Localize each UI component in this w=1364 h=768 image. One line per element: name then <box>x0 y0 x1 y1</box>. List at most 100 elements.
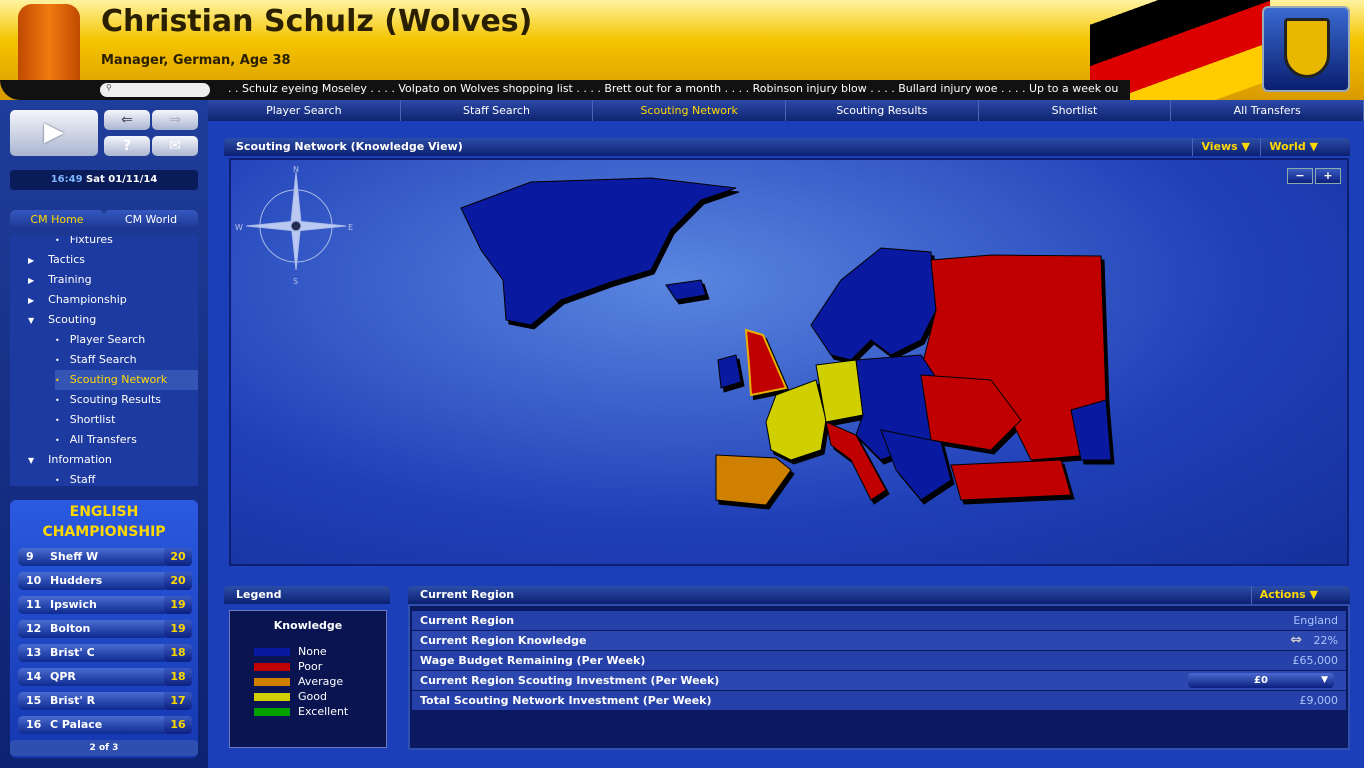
forward-button[interactable]: ⇒ <box>152 110 198 130</box>
sidebar-nav[interactable]: • Fixtures ▶ Tactics ▶ Training ▶ Championship ▼… <box>10 236 198 486</box>
club-crest[interactable] <box>1262 6 1350 92</box>
region-row-value: 22% <box>1313 634 1338 647</box>
actions-label: Actions <box>1259 588 1306 601</box>
sidebar-item-label: Tactics <box>48 253 85 266</box>
sidebar-item[interactable]: • Shortlist <box>55 410 198 430</box>
investment-dropdown[interactable]: £0 ▼ <box>1188 673 1334 688</box>
search-input[interactable]: ⚲ <box>100 83 210 97</box>
sidebar-item[interactable]: ▶ Training <box>28 270 198 290</box>
tab-cm-world[interactable]: CM World <box>104 210 198 230</box>
tab-staff-search[interactable]: Staff Search <box>401 100 594 121</box>
league-row[interactable]: 13 Brist' C <box>18 644 168 662</box>
sidebar-item-label: Shortlist <box>69 413 116 426</box>
league-row[interactable]: 11 Ipswich <box>18 596 168 614</box>
chevron-down-icon: ▼ <box>1321 675 1328 685</box>
sidebar-item[interactable]: ▼ Information <box>28 450 198 470</box>
legend-title: Legend <box>236 588 282 601</box>
tab-all-transfers[interactable]: All Transfers <box>1171 100 1364 121</box>
team-points: 19 <box>164 596 192 614</box>
bullet-icon: • <box>55 236 60 245</box>
legend-item: Excellent <box>254 705 349 718</box>
svg-text:N: N <box>293 165 299 174</box>
tab-scouting-results[interactable]: Scouting Results <box>786 100 979 121</box>
game-clock: 16:49 Sat 01/11/14 <box>10 170 198 190</box>
sidebar-item-label: Training <box>48 273 92 286</box>
team-points: 20 <box>164 548 192 566</box>
legend-label: Excellent <box>298 705 349 718</box>
tab-scouting-network[interactable]: Scouting Network <box>593 100 787 121</box>
team-name: Brist' C <box>50 646 95 659</box>
league-title-2: CHAMPIONSHIP <box>42 524 166 540</box>
world-dropdown[interactable]: World ▼ <box>1260 138 1326 156</box>
team-name: Bolton <box>50 622 91 635</box>
sidebar-item-label: Staff Search <box>69 353 137 366</box>
arrow-right-icon: ⇒ <box>169 112 181 128</box>
help-button[interactable]: ? <box>104 136 150 156</box>
legend-swatch <box>254 708 290 716</box>
actions-dropdown[interactable]: Actions ▼ <box>1250 586 1326 604</box>
scouting-map[interactable]: N E S W − + <box>229 158 1349 566</box>
chevron-right-icon: ▶ <box>28 296 35 305</box>
tab-shortlist[interactable]: Shortlist <box>979 100 1172 121</box>
team-name: Sheff W <box>50 550 99 563</box>
tab-bar: Player Search Staff Search Scouting Netw… <box>208 100 1364 121</box>
team-position: 12 <box>26 622 42 635</box>
arrow-left-icon: ⇐ <box>121 112 133 128</box>
investment-value: £0 <box>1254 675 1268 686</box>
sidebar-item[interactable]: • All Transfers <box>55 430 198 450</box>
plus-icon: + <box>1323 169 1333 182</box>
league-row[interactable]: 12 Bolton <box>18 620 168 638</box>
views-dropdown[interactable]: Views ▼ <box>1192 138 1258 156</box>
play-icon: ▶ <box>44 117 64 147</box>
team-position: 9 <box>26 550 34 563</box>
sidebar-item[interactable]: ▼ Scouting <box>28 310 198 330</box>
continue-button[interactable]: ▶ <box>10 110 98 156</box>
back-button[interactable]: ⇐ <box>104 110 150 130</box>
region-iceland <box>665 279 707 301</box>
chevron-down-icon: ▼ <box>28 316 35 325</box>
sidebar-item[interactable]: ▶ Tactics <box>28 250 198 270</box>
team-name: QPR <box>50 670 76 683</box>
sidebar-item[interactable]: • Fixtures <box>55 236 198 250</box>
team-name: C Palace <box>50 718 103 731</box>
sidebar-item[interactable]: • Staff <box>55 470 198 486</box>
legend-swatch <box>254 693 290 701</box>
league-pager[interactable]: 2 of 3 <box>10 740 198 756</box>
sidebar-item[interactable]: ▶ Championship <box>28 290 198 310</box>
league-row[interactable]: 14 QPR <box>18 668 168 686</box>
sidebar-item[interactable]: • Player Search <box>55 330 198 350</box>
world-label: World <box>1269 140 1306 153</box>
svg-text:E: E <box>348 223 353 232</box>
tab-cm-home[interactable]: CM Home <box>10 210 104 230</box>
bullet-icon: • <box>55 356 60 365</box>
legend-item: Poor <box>254 660 323 673</box>
region-row-label: Current Region Scouting Investment (Per … <box>420 674 720 687</box>
chevron-right-icon: ▶ <box>28 256 35 265</box>
region-iberia <box>715 454 792 506</box>
sidebar-item-label: Staff <box>69 473 96 486</box>
chevron-right-icon: ▶ <box>28 276 35 285</box>
sidebar-item-label: Scouting <box>48 313 97 326</box>
sidebar-item[interactable]: • Scouting Results <box>55 390 198 410</box>
svg-text:S: S <box>293 277 298 286</box>
minus-icon: − <box>1295 169 1305 182</box>
news-ticker[interactable]: . . Schulz eyeing Moseley . . . . Volpat… <box>228 82 1118 95</box>
legend-swatch <box>254 648 290 656</box>
legend-item: None <box>254 645 327 658</box>
help-icon: ? <box>122 138 132 154</box>
zoom-in-button[interactable]: + <box>1315 168 1341 184</box>
sidebar-item[interactable]: • Scouting Network <box>55 370 198 390</box>
mail-button[interactable]: ✉ <box>152 136 198 156</box>
region-caucasus <box>1070 399 1112 461</box>
zoom-out-button[interactable]: − <box>1287 168 1313 184</box>
league-row[interactable]: 15 Brist' R <box>18 692 168 710</box>
league-row[interactable]: 16 C Palace <box>18 716 168 734</box>
league-row[interactable]: 9 Sheff W <box>18 548 168 566</box>
legend-label: Poor <box>298 660 323 673</box>
region-row-label: Current Region Knowledge <box>420 634 587 647</box>
league-row[interactable]: 10 Hudders <box>18 572 168 590</box>
tab-player-search[interactable]: Player Search <box>208 100 401 121</box>
region-title: Current Region <box>420 588 515 601</box>
region-italy <box>825 421 887 501</box>
sidebar-item[interactable]: • Staff Search <box>55 350 198 370</box>
